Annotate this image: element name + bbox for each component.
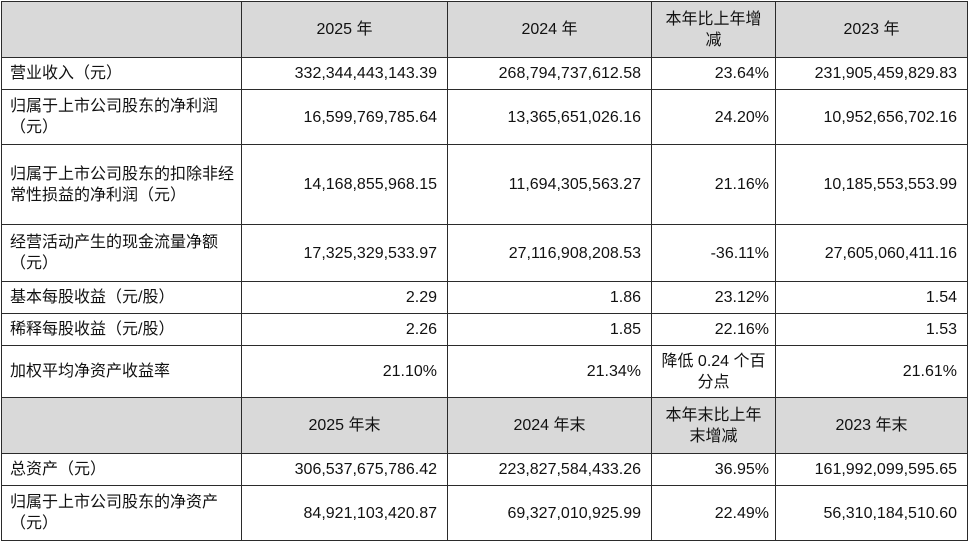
value-2023: 1.53 xyxy=(775,313,968,346)
header-change: 本年比上年增减 xyxy=(651,1,776,58)
row-label: 稀释每股收益（元/股） xyxy=(1,313,242,346)
value-change: 21.16% xyxy=(651,144,776,225)
table-row: 总资产（元） 306,537,675,786.42 223,827,584,43… xyxy=(1,453,968,486)
value-2025: 21.10% xyxy=(241,345,448,398)
value-2023: 10,185,553,553.99 xyxy=(775,144,968,225)
value-2024: 69,327,010,925.99 xyxy=(447,485,652,541)
value-2025: 2.26 xyxy=(241,313,448,346)
value-2024: 268,794,737,612.58 xyxy=(447,57,652,90)
row-label: 归属于上市公司股东的扣除非经常性损益的净利润（元） xyxy=(1,144,242,225)
value-2023: 1.54 xyxy=(775,281,968,314)
table-row: 稀释每股收益（元/股） 2.26 1.85 22.16% 1.53 xyxy=(1,313,968,346)
table-row: 归属于上市公司股东的净资产（元） 84,921,103,420.87 69,32… xyxy=(1,485,968,541)
header-corner-cell xyxy=(1,397,242,454)
value-change: 23.64% xyxy=(651,57,776,90)
value-change: 22.49% xyxy=(651,485,776,541)
table-row: 营业收入（元） 332,344,443,143.39 268,794,737,6… xyxy=(1,57,968,90)
value-change: 22.16% xyxy=(651,313,776,346)
row-label: 归属于上市公司股东的净资产（元） xyxy=(1,485,242,541)
value-2025: 2.29 xyxy=(241,281,448,314)
value-2025: 84,921,103,420.87 xyxy=(241,485,448,541)
value-2025: 14,168,855,968.15 xyxy=(241,144,448,225)
row-label: 总资产（元） xyxy=(1,453,242,486)
value-2023: 27,605,060,411.16 xyxy=(775,224,968,282)
header-corner-cell xyxy=(1,1,242,58)
header-2023: 2023 年 xyxy=(775,1,968,58)
header-change-end: 本年末比上年末增减 xyxy=(651,397,776,454)
value-2024: 223,827,584,433.26 xyxy=(447,453,652,486)
table-header-row: 2025 年末 2024 年末 本年末比上年末增减 2023 年末 xyxy=(1,397,968,454)
row-label: 经营活动产生的现金流量净额（元） xyxy=(1,224,242,282)
value-2024: 1.86 xyxy=(447,281,652,314)
value-2023: 161,992,099,595.65 xyxy=(775,453,968,486)
value-change: 36.95% xyxy=(651,453,776,486)
table-header-row: 2025 年 2024 年 本年比上年增减 2023 年 xyxy=(1,1,968,58)
row-label: 营业收入（元） xyxy=(1,57,242,90)
row-label: 加权平均净资产收益率 xyxy=(1,345,242,398)
header-2025-end: 2025 年末 xyxy=(241,397,448,454)
value-2023: 56,310,184,510.60 xyxy=(775,485,968,541)
row-label: 归属于上市公司股东的净利润（元） xyxy=(1,89,242,145)
value-2023: 231,905,459,829.83 xyxy=(775,57,968,90)
table-row: 基本每股收益（元/股） 2.29 1.86 23.12% 1.54 xyxy=(1,281,968,314)
table-row: 归属于上市公司股东的净利润（元） 16,599,769,785.64 13,36… xyxy=(1,89,968,145)
row-label: 基本每股收益（元/股） xyxy=(1,281,242,314)
header-2023-end: 2023 年末 xyxy=(775,397,968,454)
value-change: 23.12% xyxy=(651,281,776,314)
table-row: 加权平均净资产收益率 21.10% 21.34% 降低 0.24 个百分点 21… xyxy=(1,345,968,398)
value-change: 24.20% xyxy=(651,89,776,145)
header-2024: 2024 年 xyxy=(447,1,652,58)
value-2025: 16,599,769,785.64 xyxy=(241,89,448,145)
value-2024: 27,116,908,208.53 xyxy=(447,224,652,282)
table-row: 归属于上市公司股东的扣除非经常性损益的净利润（元） 14,168,855,968… xyxy=(1,144,968,225)
value-2025: 332,344,443,143.39 xyxy=(241,57,448,90)
value-2025: 17,325,329,533.97 xyxy=(241,224,448,282)
header-2024-end: 2024 年末 xyxy=(447,397,652,454)
value-2024: 11,694,305,563.27 xyxy=(447,144,652,225)
value-2024: 21.34% xyxy=(447,345,652,398)
table-row: 经营活动产生的现金流量净额（元） 17,325,329,533.97 27,11… xyxy=(1,224,968,282)
header-2025: 2025 年 xyxy=(241,1,448,58)
value-change: -36.11% xyxy=(651,224,776,282)
value-2025: 306,537,675,786.42 xyxy=(241,453,448,486)
value-change: 降低 0.24 个百分点 xyxy=(651,345,776,398)
value-2024: 13,365,651,026.16 xyxy=(447,89,652,145)
value-2024: 1.85 xyxy=(447,313,652,346)
value-2023: 21.61% xyxy=(775,345,968,398)
value-2023: 10,952,656,702.16 xyxy=(775,89,968,145)
